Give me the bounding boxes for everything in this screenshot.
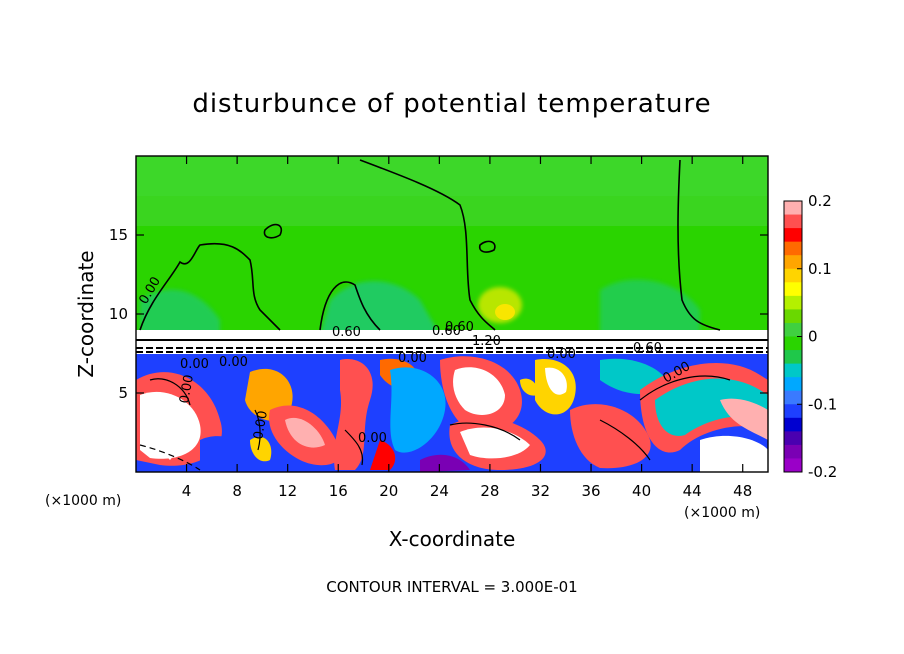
x-tick-label: 44 (683, 482, 702, 500)
colorbar-segment (784, 404, 802, 419)
x-tick-label: 24 (430, 482, 449, 500)
colorbar-segment (784, 350, 802, 365)
x-tick-label: 8 (232, 482, 242, 500)
contour-interval-note: CONTOUR INTERVAL = 3.000E-01 (326, 578, 577, 596)
colorbar-segment (784, 322, 802, 337)
colorbar-label: 0 (808, 328, 818, 346)
x-tick-label: 28 (480, 482, 499, 500)
x-tick-label: 32 (531, 482, 550, 500)
x-tick-label: 4 (182, 482, 192, 500)
colorbar-segment (784, 201, 802, 216)
colorbar-segment (784, 214, 802, 229)
x-tick-label: 16 (329, 482, 348, 500)
colorbar-segment (784, 282, 802, 297)
x-tick-label: 48 (733, 482, 752, 500)
lower-field-eddies (136, 356, 768, 472)
upper-field-band-light (136, 156, 768, 196)
upper-field-bluish-patch (600, 279, 700, 335)
contour-label: 0.60 (332, 325, 361, 340)
upper-field-bluish-patch (140, 289, 220, 335)
plot-area: 0.00 0.60 0.60 0.60 0.00 0.00 0.00 0.00 … (136, 156, 768, 472)
x-tick-label: 40 (632, 482, 651, 500)
interface-band (136, 330, 768, 354)
colorbar-label: -0.1 (808, 395, 837, 413)
y-tick-label: 10 (109, 305, 128, 323)
colorbar-segment (784, 309, 802, 324)
contour-label: 0.60 (432, 324, 461, 339)
contour-label: 0.60 (633, 341, 662, 356)
x-axis: 4 8 12 16 20 24 28 32 36 40 44 48 (182, 156, 752, 500)
colorbar-segment (784, 268, 802, 283)
contour-label: 0.00 (251, 410, 271, 441)
y-axis: 5 10 15 (109, 226, 768, 402)
x-tick-label: 36 (581, 482, 600, 500)
colorbar-segment (784, 377, 802, 392)
contour-label: 0.00 (177, 374, 197, 405)
colorbar-label: 0.2 (808, 192, 832, 210)
colorbar-segment (784, 295, 802, 310)
contour-label: 0.00 (219, 355, 248, 370)
z-unit-label: (×1000 m) (45, 493, 121, 509)
upper-field-bluish-patch (320, 281, 440, 335)
colorbar-segment (784, 228, 802, 243)
colorbar-segment (784, 363, 802, 378)
x-tick-label: 20 (379, 482, 398, 500)
colorbar-segment (784, 431, 802, 446)
colorbar-segment (784, 336, 802, 351)
colorbar-label: -0.2 (808, 463, 837, 481)
colorbar-segment (784, 417, 802, 432)
upper-field-band-pale (136, 196, 768, 226)
contour-label: 0.00 (358, 431, 387, 446)
contour-lines (136, 159, 768, 471)
colorbar-segment (784, 444, 802, 459)
contour-label: 0.60 (445, 320, 474, 335)
chart-title: disturbunce of potential temperature (192, 89, 711, 119)
colorbar-segment (784, 241, 802, 256)
upper-field-warm-core (495, 304, 515, 320)
colorbar-label: 0.1 (808, 260, 832, 278)
colorbar-segment (784, 458, 802, 473)
x-axis-title: X-coordinate (389, 527, 516, 551)
y-tick-label: 15 (109, 226, 128, 244)
colorbar: 0.2 0.1 0 -0.1 -0.2 (783, 192, 837, 481)
colorbar-segment (784, 255, 802, 270)
contour-label: 1.20 (472, 334, 501, 349)
y-tick-label: 5 (118, 384, 128, 402)
contour-label: 0.00 (180, 357, 209, 372)
contour-label: 0.00 (398, 351, 427, 366)
x-unit-label: (×1000 m) (684, 505, 760, 521)
y-axis-title: Z-coordinate (74, 250, 98, 377)
contour-label: 0.00 (547, 347, 576, 362)
colorbar-segment (784, 390, 802, 405)
x-tick-label: 12 (278, 482, 297, 500)
